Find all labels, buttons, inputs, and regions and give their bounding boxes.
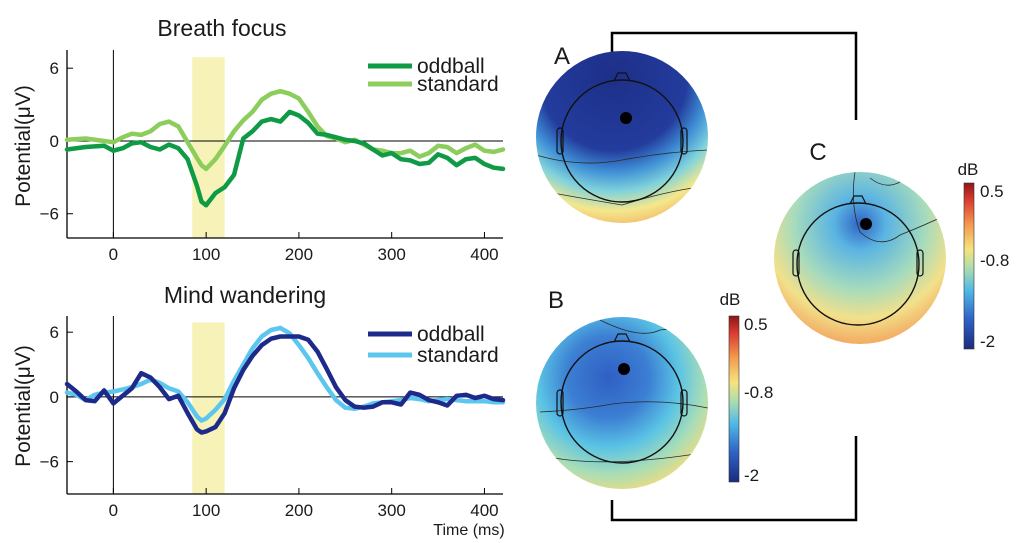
x-tick-label: 0 [109, 245, 118, 264]
right-ear-icon [680, 127, 688, 155]
y-axis-label: Potential(μV) [12, 345, 35, 467]
bracket-top [610, 31, 858, 120]
y-tick-label: 6 [50, 59, 59, 78]
highlight-window [192, 322, 225, 494]
mind-wandering-chart: Mind wandering 0 100 200 300 400 6 0 −6 Potenti… [12, 282, 506, 539]
scalp-map [774, 172, 946, 344]
legend: oddball standard [368, 55, 499, 96]
x-tick-label: 400 [470, 245, 498, 264]
topomap-b: B [536, 287, 708, 489]
y-tick-label: 0 [50, 132, 59, 151]
colorbar-tick: 0.5 [744, 315, 768, 334]
x-axis-label: Time (ms) [433, 522, 504, 539]
contour-line [869, 177, 901, 186]
contour-line [536, 185, 708, 206]
colorbar-tick: -2 [980, 332, 995, 351]
electrode-marker [620, 112, 632, 124]
scalp-map [536, 51, 708, 223]
right-ear-icon [680, 389, 688, 417]
head-outline [560, 79, 684, 203]
x-tick-label: 100 [192, 245, 220, 264]
legend: oddball standard [368, 323, 499, 367]
nose-icon [613, 72, 631, 82]
y-tick-label: −6 [40, 205, 59, 224]
axes: 0 100 200 300 400 6 0 −6 [40, 50, 503, 264]
colorbar-scale [728, 315, 740, 483]
y-tick-label: 0 [50, 388, 59, 407]
breath-focus-chart: Breath focus 0 100 200 300 400 6 0 −6 Potential… [12, 15, 506, 264]
head-outline [796, 202, 920, 326]
y-tick-label: −6 [40, 453, 59, 472]
axes: 0 100 200 300 400 6 0 −6 [40, 316, 503, 520]
x-tick-label: 200 [285, 245, 313, 264]
electrode-marker [860, 218, 872, 230]
series-group [64, 88, 506, 208]
colorbar-tick: -0.8 [744, 383, 773, 402]
left-ear-icon [792, 249, 800, 277]
legend-label-standard: standard [417, 73, 499, 96]
highlight-window [192, 57, 225, 238]
head-outline [560, 340, 684, 464]
panel-label-c: C [809, 139, 826, 166]
colorbar-tick: -2 [744, 466, 759, 485]
colorbar-b: dB 0.5 -0.8 -2 [720, 290, 774, 485]
series-group [64, 325, 506, 435]
topomap-c: C [774, 139, 946, 344]
chart-title: Breath focus [157, 15, 286, 41]
x-tick-label: 300 [377, 245, 405, 264]
x-tick-label: 400 [470, 501, 498, 520]
colorbar-title: dB [958, 160, 979, 179]
y-axis-label: Potential(μV) [12, 85, 35, 207]
y-tick-label: 6 [50, 323, 59, 342]
bracket-bottom [610, 436, 858, 522]
x-tick-label: 100 [192, 501, 220, 520]
left-ear-icon [556, 127, 564, 155]
left-ear-icon [556, 389, 564, 417]
x-tick-label: 0 [109, 501, 118, 520]
right-ear-icon [916, 249, 924, 277]
topomap-a: A [536, 43, 708, 223]
electrode-marker [618, 363, 630, 375]
colorbar-tick: -0.8 [980, 251, 1009, 270]
legend-label-oddball: oddball [417, 55, 485, 78]
x-tick-label: 300 [377, 501, 405, 520]
colorbar-scale [963, 182, 975, 350]
panel-label-b: B [548, 287, 564, 314]
series-line-standard [64, 88, 506, 172]
nose-icon [613, 333, 631, 343]
chart-title: Mind wandering [164, 282, 326, 308]
colorbar-title: dB [720, 290, 741, 309]
legend-label-standard: standard [417, 344, 499, 367]
series-line-oddball [64, 334, 506, 435]
x-tick-label: 200 [285, 501, 313, 520]
colorbar-tick: 0.5 [980, 182, 1004, 201]
legend-label-oddball: oddball [417, 323, 485, 346]
colorbar-c: dB 0.5 -0.8 -2 [958, 160, 1010, 351]
series-line-oddball [64, 109, 506, 208]
nose-icon [849, 195, 867, 205]
panel-label-a: A [554, 43, 570, 70]
